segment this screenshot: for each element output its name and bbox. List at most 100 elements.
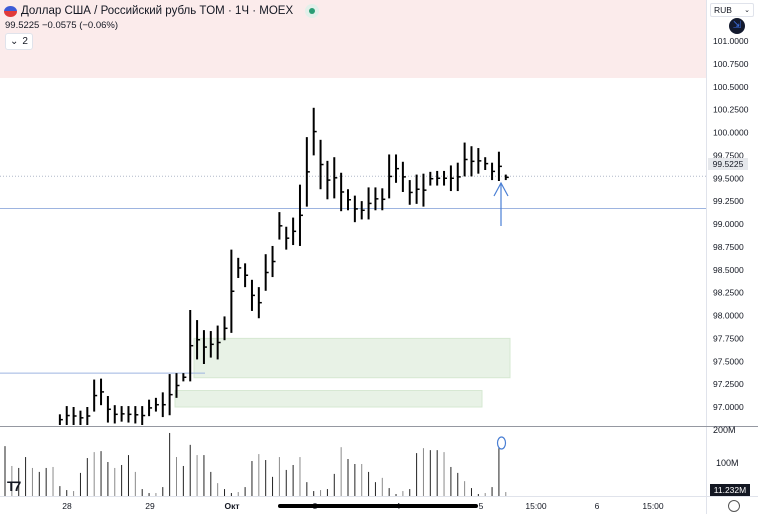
chevron-down-icon: ⌄ (10, 36, 19, 47)
price-tick-label: 99.5000 (713, 173, 744, 183)
ohlc-bar[interactable] (196, 320, 201, 360)
price-tick-label: 98.5000 (713, 265, 744, 275)
rectangle-zone[interactable] (174, 390, 483, 408)
price-tick-label: 101.0000 (713, 36, 749, 46)
ohlc-bar[interactable] (285, 226, 290, 250)
arrow-annotation[interactable] (493, 181, 509, 226)
time-tick-label: 28 (62, 501, 72, 511)
ohlc-bar[interactable] (209, 331, 214, 358)
ohlc-bar[interactable] (154, 397, 159, 412)
ohlc-bar[interactable] (292, 217, 297, 246)
ohlc-bar[interactable] (168, 374, 173, 416)
ohlc-bar[interactable] (106, 396, 111, 423)
ohlc-bar[interactable] (127, 406, 132, 423)
price-tick-label: 99.0000 (713, 219, 744, 229)
ohlc-bar[interactable] (237, 257, 242, 278)
ohlc-bar[interactable] (257, 287, 262, 319)
ohlc-bar[interactable] (161, 392, 166, 418)
ohlc-bar[interactable] (278, 212, 283, 240)
ohlc-bar[interactable] (264, 254, 269, 291)
ohlc-bar[interactable] (340, 172, 345, 212)
ohlc-bar[interactable] (333, 157, 338, 199)
last-volume-label: 11.232M (710, 484, 750, 496)
ohlc-bar[interactable] (395, 154, 400, 183)
ohlc-bar[interactable] (504, 174, 509, 181)
ohlc-bar[interactable] (367, 187, 372, 220)
ohlc-bar[interactable] (148, 399, 153, 417)
ohlc-bar[interactable] (298, 184, 303, 246)
price-tick-label: 100.2500 (713, 105, 749, 115)
ohlc-bar[interactable] (271, 245, 276, 278)
ohlc-bar[interactable] (374, 187, 379, 211)
price-tick-label: 98.2500 (713, 288, 744, 298)
ohlc-bar[interactable] (202, 330, 207, 364)
price-tick-label: 97.0000 (713, 402, 744, 412)
ohlc-bar[interactable] (223, 316, 228, 341)
ohlc-bar[interactable] (456, 162, 461, 192)
ohlc-bar[interactable] (100, 378, 105, 406)
ohlc-bar[interactable] (93, 379, 98, 412)
ohlc-bar[interactable] (79, 410, 84, 425)
collapse-arrows-icon[interactable]: ⇲ (729, 18, 745, 34)
ohlc-bar[interactable] (353, 195, 358, 223)
ohlc-bar[interactable] (422, 173, 427, 207)
quote-values: 99.5225 −0.0575 (−0.06%) (5, 20, 119, 31)
ohlc-bar[interactable] (443, 170, 448, 186)
ohlc-bar[interactable] (319, 139, 324, 190)
ohlc-bar[interactable] (58, 414, 63, 425)
ohlc-bar[interactable] (470, 146, 475, 177)
ohlc-bar[interactable] (134, 406, 139, 424)
ohlc-bar[interactable] (250, 279, 255, 311)
ohlc-bar[interactable] (429, 171, 434, 186)
symbol-legend[interactable]: Доллар США / Российский рубль TOM · 1Ч ·… (4, 4, 320, 18)
time-scrollbar[interactable] (278, 504, 478, 508)
time-tick-label: 5 (479, 501, 484, 511)
ohlc-bar[interactable] (347, 189, 351, 211)
ohlc-bar[interactable] (86, 407, 91, 425)
ohlc-bar[interactable] (436, 170, 441, 186)
price-tick-label: 97.5000 (713, 356, 744, 366)
price-tick-label: 98.7500 (713, 242, 744, 252)
price-tick-label: 97.7500 (713, 333, 744, 343)
ohlc-bar[interactable] (120, 406, 125, 422)
settings-icon[interactable] (728, 500, 740, 512)
ohlc-bar[interactable] (141, 406, 146, 425)
ohlc-bar[interactable] (360, 201, 365, 220)
ohlc-bar[interactable] (113, 405, 118, 424)
chevron-down-icon: ⌄ (744, 7, 750, 14)
ohlc-bar[interactable] (230, 249, 235, 333)
rectangle-zone[interactable] (193, 337, 511, 379)
time-tick-label: 15:00 (525, 501, 547, 511)
ohlc-bar[interactable] (312, 107, 317, 156)
ohlc-bar[interactable] (415, 174, 420, 204)
ohlc-bar[interactable] (463, 142, 468, 177)
ohlc-bar[interactable] (388, 154, 393, 199)
currency-select[interactable]: RUB ⌄ (710, 3, 754, 17)
ohlc-bar[interactable] (216, 325, 221, 360)
ohlc-bar[interactable] (401, 161, 406, 192)
ohlc-bar[interactable] (182, 373, 187, 382)
ohlc-bar[interactable] (244, 263, 249, 288)
ohlc-bar[interactable] (72, 407, 77, 425)
price-tick-label: 100.0000 (713, 128, 749, 138)
indicators-toggle-button[interactable]: ⌄ 2 (5, 33, 33, 50)
ohlc-bar[interactable] (449, 165, 454, 192)
ohlc-bar[interactable] (305, 137, 310, 207)
circle-annotation[interactable] (496, 436, 507, 450)
ohlc-bar[interactable] (408, 180, 413, 205)
tradingview-logo[interactable]: T7 (7, 478, 21, 494)
ohlc-bar[interactable] (326, 160, 331, 200)
volume-tick: 200M (713, 425, 736, 435)
ohlc-bar[interactable] (484, 157, 489, 171)
ohlc-bar[interactable] (189, 310, 194, 382)
ohlc-bar[interactable] (175, 373, 180, 398)
ohlc-bar[interactable] (497, 151, 502, 181)
ohlc-bar[interactable] (491, 162, 496, 181)
price-tick-label: 99.2500 (713, 196, 744, 206)
currency-flag-icon (4, 5, 17, 17)
ohlc-bar[interactable] (381, 188, 386, 211)
price-tick-label: 97.2500 (713, 379, 744, 389)
ohlc-bar[interactable] (65, 406, 70, 425)
ohlc-bar[interactable] (477, 148, 482, 174)
